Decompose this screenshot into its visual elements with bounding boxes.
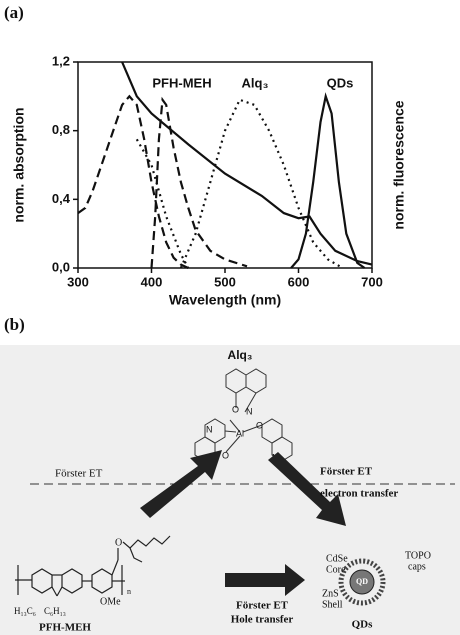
molecule-label: Alq₃ (228, 348, 253, 362)
polymer-structure (15, 535, 171, 597)
x-tick-label: 500 (214, 274, 236, 289)
qd-part: TOPO (405, 550, 431, 561)
annotation: QDs (327, 75, 354, 90)
process-label: electron transfer (320, 488, 398, 500)
atom: O (222, 450, 229, 460)
panel-label: (a) (4, 3, 24, 22)
arrow (268, 452, 346, 526)
plot: Wavelength (nm) norm. absorption norm. f… (11, 53, 407, 307)
process-label: Förster ET (236, 600, 289, 612)
atom: O (232, 404, 239, 414)
arrow (140, 450, 222, 518)
data-line (179, 98, 344, 269)
qd-label: QD (356, 577, 368, 586)
process-label: Förster ET (320, 466, 373, 478)
annotation: PFH-MEH (152, 75, 211, 90)
substituent: H₁₃C₆ (14, 606, 36, 616)
process-label: Hole transfer (231, 614, 294, 626)
data-line (290, 92, 366, 269)
qd-part: ZnS (322, 588, 339, 599)
annotation: Alq₃ (242, 75, 269, 90)
y-tick-label: 0,8 (52, 122, 70, 137)
polymer-name: PFH-MEH (39, 622, 91, 634)
data-line (121, 61, 373, 266)
substituent: C₆H₁₃ (44, 606, 66, 616)
alq3-molecule (194, 368, 293, 462)
atom: Al (236, 428, 244, 438)
data-line (135, 138, 190, 269)
arrow (225, 564, 305, 596)
process-label: Förster ET (55, 468, 103, 480)
substituent: OMe (100, 596, 121, 607)
data-line (77, 94, 189, 269)
qd-part: Core (326, 564, 346, 575)
y-tick-label: 0,4 (52, 191, 71, 206)
x-tick-label: 600 (288, 274, 310, 289)
y-tick-label: 0,0 (52, 259, 70, 274)
qd-core (349, 569, 375, 595)
data-line (150, 96, 248, 269)
plot-frame (77, 61, 373, 269)
atom: N (206, 424, 213, 434)
substituent: O (115, 537, 122, 548)
qd-part: Shell (322, 599, 343, 610)
x-axis-label: Wavelength (nm) (169, 292, 281, 308)
x-tick-label: 700 (361, 274, 383, 289)
y-tick-label: 1,2 (52, 53, 70, 68)
x-tick-label: 400 (141, 274, 163, 289)
x-tick-label: 300 (67, 274, 89, 289)
qd-shell (338, 558, 386, 606)
qd-part: CdSe (326, 553, 348, 564)
atom: O (256, 420, 263, 430)
y2-axis-label: norm. fluorescence (391, 100, 407, 229)
qd-name: QDs (352, 619, 374, 631)
substituent: n (127, 587, 131, 596)
qd-part: caps (408, 561, 426, 572)
diagram: Alq₃ O N Al O N O N Förster ET Förster E… (0, 345, 460, 635)
y-axis-label: norm. absorption (11, 107, 27, 222)
atom: N (246, 406, 253, 416)
panel-label: (b) (4, 315, 25, 334)
